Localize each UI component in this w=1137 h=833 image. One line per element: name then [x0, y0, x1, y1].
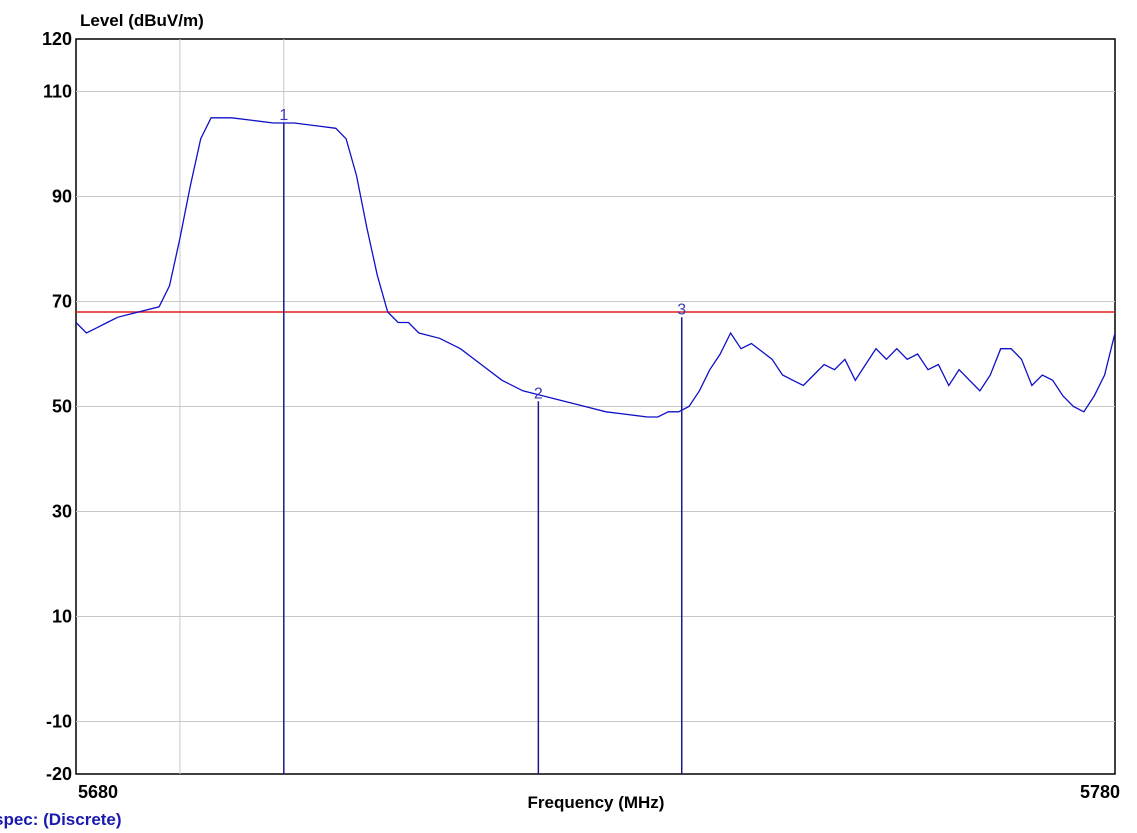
- marker-label: 2: [534, 385, 543, 402]
- y-tick-label: 10: [52, 607, 72, 627]
- markers: 1 2 3: [279, 107, 686, 774]
- x-axis-title: Frequency (MHz): [528, 793, 665, 812]
- y-tick-label: 50: [52, 397, 72, 417]
- x-tick-label: 5680: [78, 782, 118, 802]
- spectrum-trace: [75, 117, 1116, 418]
- y-axis-title: Level (dBuV/m): [80, 11, 204, 30]
- y-tick-label: 110: [43, 82, 72, 102]
- marker-label: 1: [279, 107, 288, 124]
- x-tick-label: 5780: [1080, 782, 1120, 802]
- y-tick-label: -20: [46, 764, 72, 784]
- y-tick-labels: -20 -10 10 30 50 70 90 110 120: [42, 29, 72, 784]
- y-tick-label: 90: [52, 187, 72, 207]
- x-tick-labels: 5680 5780: [78, 782, 1120, 802]
- y-tick-label: 120: [42, 29, 72, 49]
- y-tick-label: -10: [46, 712, 72, 732]
- y-tick-label: 70: [52, 292, 72, 312]
- y-tick-label: 30: [52, 502, 72, 522]
- marker-label: 3: [677, 301, 686, 318]
- spec-note: spec: (Discrete): [0, 810, 122, 829]
